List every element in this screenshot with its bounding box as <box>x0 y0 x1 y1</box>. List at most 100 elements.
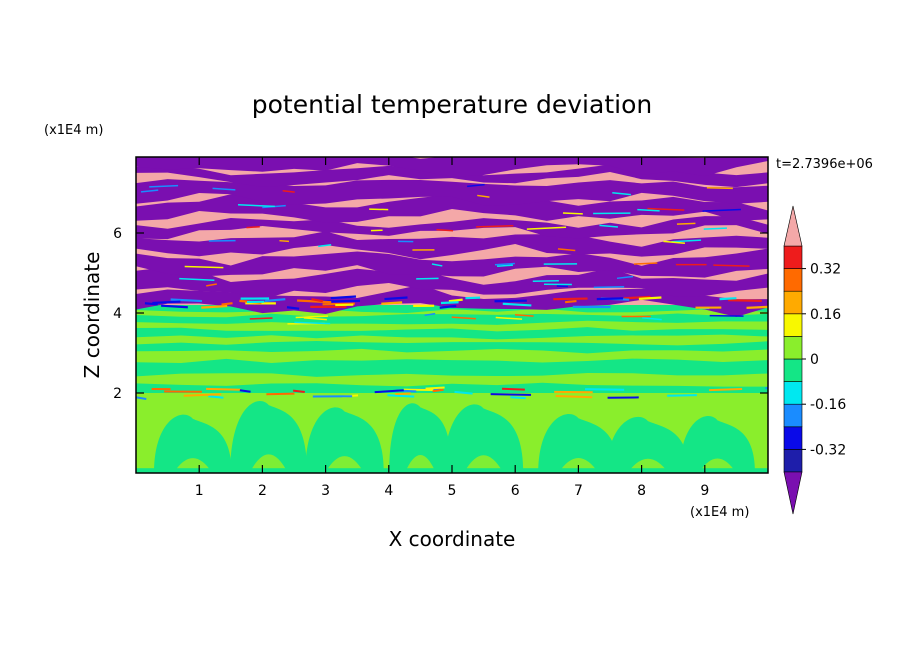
streak <box>297 299 332 304</box>
streak <box>494 262 515 266</box>
streak <box>179 277 215 281</box>
streak <box>612 192 631 196</box>
middle-band <box>136 372 768 387</box>
streak <box>526 226 567 230</box>
x-tick-label: 7 <box>574 483 583 499</box>
streak <box>425 386 445 390</box>
streak <box>144 302 158 306</box>
streak <box>676 222 696 225</box>
streak <box>562 212 583 215</box>
colorbar-tick-label: 0.32 <box>810 262 841 278</box>
streak <box>206 387 241 391</box>
middle-band <box>136 308 768 318</box>
convective-cell <box>230 400 308 473</box>
streak <box>239 389 251 393</box>
negative-band <box>136 231 768 260</box>
streak <box>642 316 662 321</box>
streak <box>395 392 411 396</box>
x-axis: 1 2 3 4 5 6 7 8 9 <box>195 157 709 499</box>
convective-cell <box>679 416 756 473</box>
streak <box>136 396 147 400</box>
streak <box>476 225 514 228</box>
convective-cell <box>606 416 689 473</box>
streak <box>637 208 660 212</box>
x-tick-label: 2 <box>258 483 267 499</box>
streak <box>671 239 702 243</box>
streak <box>510 396 526 400</box>
streak <box>424 312 436 317</box>
streak <box>633 262 658 265</box>
streak <box>206 283 217 287</box>
streak <box>295 315 328 319</box>
streak <box>454 390 473 395</box>
colorbar-segment <box>783 449 803 473</box>
streak <box>719 297 737 301</box>
colorbar-tick-label: -0.16 <box>810 397 846 413</box>
streak <box>467 183 485 188</box>
streak <box>212 187 236 191</box>
streak <box>495 316 523 320</box>
y-axis-label: Z coordinate <box>80 252 104 379</box>
streak <box>161 304 188 309</box>
chart-title: potential temperature deviation <box>252 90 652 119</box>
streak <box>374 389 404 394</box>
streak <box>286 306 300 310</box>
middle-band <box>136 362 768 374</box>
streak <box>616 275 634 280</box>
streak <box>638 296 662 300</box>
negative-band <box>136 179 768 206</box>
streak <box>140 189 159 193</box>
streak <box>514 314 534 317</box>
negative-band <box>136 248 768 278</box>
y-tick-label: 2 <box>113 386 122 402</box>
streak <box>416 277 439 280</box>
streak <box>557 248 576 252</box>
streak <box>237 203 275 208</box>
streak <box>556 285 568 288</box>
streak <box>702 208 741 212</box>
colorbar-segment <box>783 358 803 382</box>
x-unit-label: (x1E4 m) <box>690 505 749 520</box>
negative-band <box>136 157 768 177</box>
negative-band <box>136 267 768 300</box>
y-unit-label: (x1E4 m) <box>44 123 103 138</box>
streak <box>555 394 593 399</box>
streak <box>221 302 233 306</box>
y-axis: 2 4 6 <box>113 226 768 402</box>
streak <box>436 228 454 232</box>
streak <box>381 301 403 305</box>
convective-cell <box>538 414 619 473</box>
middle-band <box>136 348 768 363</box>
time-label: t=2.7396e+06 <box>776 157 873 172</box>
streak <box>279 239 290 243</box>
x-tick-label: 3 <box>321 483 330 499</box>
streak <box>494 299 527 303</box>
streak <box>706 187 733 190</box>
streak <box>502 302 532 307</box>
streak <box>330 295 357 300</box>
streak <box>294 321 331 325</box>
plot-area <box>136 157 768 473</box>
streak <box>149 184 179 188</box>
streak <box>431 263 443 267</box>
streak <box>647 207 685 211</box>
streak <box>440 301 459 305</box>
streak <box>477 194 490 198</box>
convective-cell <box>389 403 452 473</box>
colorbar-segment <box>783 381 803 405</box>
streak <box>667 394 697 397</box>
streak <box>318 243 332 248</box>
colorbar-segment <box>783 426 803 450</box>
streak <box>439 304 457 309</box>
streak <box>497 264 514 268</box>
streak <box>709 388 743 392</box>
streak <box>596 297 623 301</box>
middle-band <box>136 334 768 346</box>
y-tick-label: 6 <box>113 226 122 242</box>
colorbar-segment <box>783 290 803 315</box>
streak <box>246 225 260 229</box>
colorbar-max-arrow <box>783 205 803 247</box>
middle-layer-field <box>136 305 768 393</box>
colorbar-tick-label: -0.32 <box>810 442 846 458</box>
